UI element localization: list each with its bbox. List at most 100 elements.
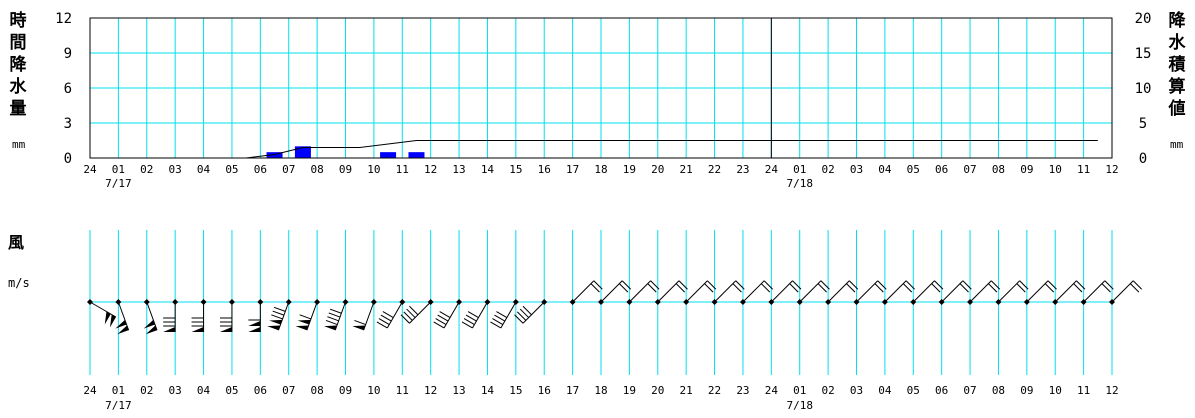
wind-barb-pennant [352,325,366,331]
precip-x-tick-label: 09 [339,163,352,176]
wind-barb-feather [435,318,447,325]
wind-x-tick-label: 11 [396,384,409,397]
wind-barb-pennant [248,321,261,326]
wind-barb-feather [934,280,944,290]
wind-barb-pennant [115,319,127,329]
precip-x-tick-label: 10 [367,163,380,176]
wind-barb [376,299,406,329]
precip-y-ticks: 0 3 6 9 12 [55,11,72,167]
wind-barb-staff [799,280,822,303]
wind-barb-feather [437,314,449,322]
wind-barb-staff [500,301,517,329]
precip-x-tick-label: 02 [140,163,153,176]
wind-barb-pennant [145,325,158,335]
wind-x-tick-label: 09 [339,384,352,397]
wind-barbs [87,280,1143,335]
wind-barb-staff [998,280,1021,303]
wind-barb-feather [439,311,451,319]
wind-barb-feather [378,318,390,325]
cumulative-precip-axis-label: 降水積算値 [1168,11,1186,119]
wind-barb-feather [329,308,342,314]
wind-barb-feather [516,311,527,321]
wind-barb-pennant [191,327,204,332]
wind-barb [143,299,158,335]
wind-barb-feather [732,283,742,293]
wind-x-tick-label: 16 [538,384,551,397]
wind-x-tick-label: 20 [651,384,664,397]
wind-barb-feather [400,314,410,324]
wind-barb [881,280,915,305]
hourly-precip-unit: mm [12,138,26,151]
wind-barb [295,299,321,331]
wind-barb-feather [461,321,473,329]
precip-x-tick-label: 08 [310,163,323,176]
wind-barb-pennant [267,325,281,331]
wind-barb-feather [675,283,686,293]
wind-x-tick-label: 08 [310,384,323,397]
wind-barb-pennant [117,325,129,335]
wind-x-tick-label: 01 [793,384,806,397]
wind-x-tick-label: 08 [992,384,1005,397]
wind-barb [995,280,1029,305]
wind-barb-feather [1130,283,1140,293]
wind-barb [626,280,660,305]
precip-plot-frame [89,17,1113,159]
wind-barb [853,280,887,305]
wind-barb-feather [273,306,286,312]
wind-barb-staff [856,280,879,303]
wind-barb [711,280,745,305]
wind-barb [514,299,548,324]
precip-x-tick-label: 10 [1049,163,1062,176]
wind-x-tick-label: 21 [680,384,693,397]
wind-barb-feather [271,314,283,320]
precip-x-tick-label: 06 [935,163,948,176]
wind-x-tick-label: 03 [169,384,182,397]
precip-bar [266,152,283,158]
wind-barb-feather [848,280,859,290]
precip-x-tick-label: 02 [821,163,834,176]
wind-date-label: 7/17 [105,399,132,412]
wind-barb [598,280,632,305]
wind-barb-feather [1104,280,1114,290]
wind-barb [1023,280,1057,305]
wind-barb-feather [621,280,632,290]
wind-barb [219,299,235,332]
wind-barb-feather [820,280,830,290]
wind-barb [739,280,773,305]
wind-barb-feather [1101,283,1111,293]
wind-barb-feather [590,283,600,293]
wind-barb-pennant [109,314,116,328]
precip-bar [408,152,425,158]
wind-barb-staff [1083,280,1106,303]
wind-barb-pennant [219,327,232,332]
wind-barb-feather [433,321,445,329]
wind-x-tick-label: 18 [594,384,607,397]
precip-x-tick-label: 23 [736,163,749,176]
wind-barb [1109,280,1143,305]
wind-x-tick-label: 10 [367,384,380,397]
wind-barb-feather [1132,280,1143,290]
wind-barb-feather [494,314,506,322]
wind-barb [1052,280,1086,305]
precip-y-tick-label: 3 [64,116,72,132]
wind-x-tick-label: 11 [1077,384,1090,397]
precip-gridlines [89,17,1113,159]
wind-barb-feather [931,283,941,293]
wind-barb [825,280,859,305]
cumulative-y-ticks: 0 5 10 15 20 [1135,11,1152,167]
wind-x-tick-label: 07 [282,384,295,397]
wind-barb-feather [463,318,475,325]
precip-x-tick-label: 24 [83,163,97,176]
wind-x-tick-label: 22 [708,384,721,397]
wind-barb [352,299,377,331]
wind-barb-feather [1073,283,1083,293]
wind-x-tick-label: 24 [83,384,97,397]
wind-barb-feather [325,319,338,326]
wind-barb-staff [714,280,737,303]
precip-x-tick-label: 03 [169,163,182,176]
wind-x-tick-label: 24 [765,384,779,397]
wind-label: 風 [7,233,24,252]
wind-barb-staff [472,301,488,329]
wind-barb-feather [905,280,915,290]
cumulative-y-tick-label: 20 [1135,11,1152,27]
